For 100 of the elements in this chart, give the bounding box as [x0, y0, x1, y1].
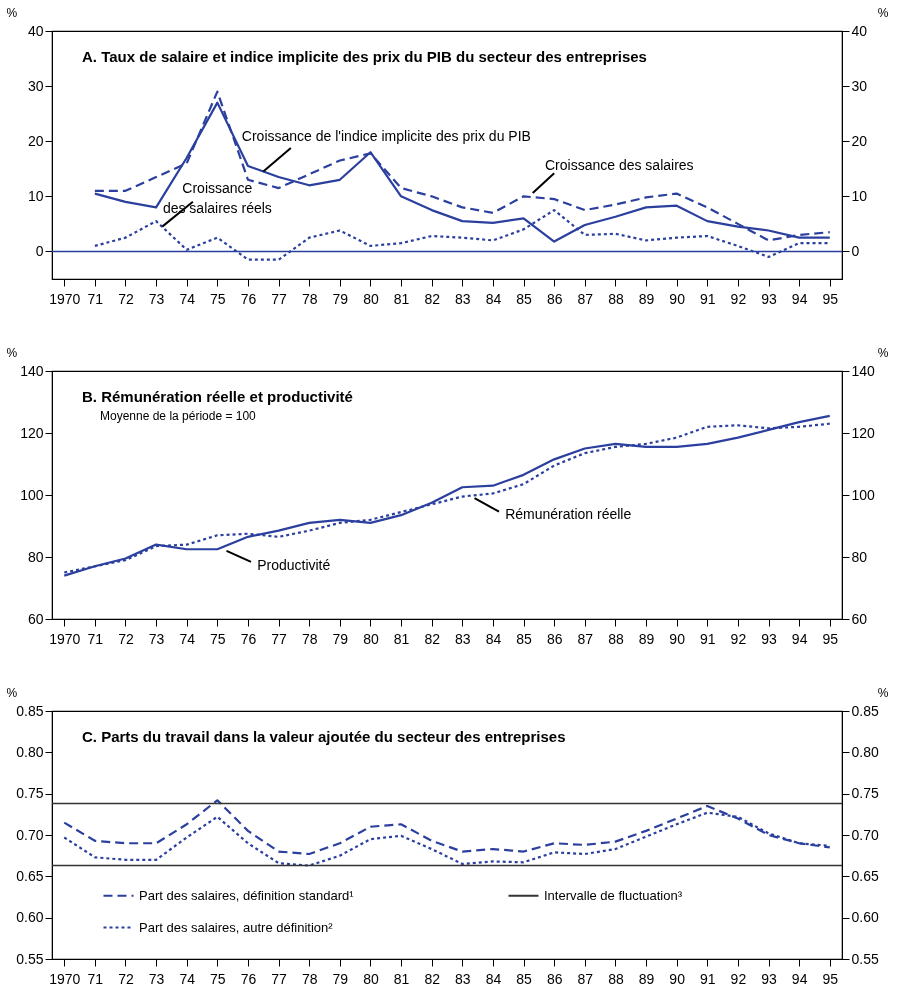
annotation: Croissance des salaires réels [162, 180, 272, 216]
x-tick-label: 94 [791, 290, 808, 307]
annotation: Croissance des salaires [544, 156, 694, 173]
y-tick-label: 20 [27, 132, 44, 149]
y2-tick-label: 140 [851, 362, 876, 379]
annotation: Croissance de l'indice implicite des prix du PIB [241, 127, 531, 144]
x-tick-label: 87 [577, 290, 594, 307]
x-tick-label: 74 [179, 630, 196, 647]
x-tick-label: 88 [608, 630, 624, 647]
y-tick-label: 10 [27, 187, 44, 204]
x-tick-label: 95 [822, 970, 839, 987]
x-tick-label: 93 [761, 970, 778, 987]
y2-tick-label: 0.80 [851, 743, 879, 760]
y2-tick-label: 0.70 [851, 826, 879, 843]
y-axis-title: % [6, 5, 18, 20]
x-tick-label: 83 [455, 630, 471, 647]
y-tick-label: 0.75 [16, 785, 44, 802]
x-tick-label: 77 [271, 290, 288, 307]
y-tick-label: 0.70 [16, 826, 44, 843]
text: C. Parts du travail dans la valeur ajoutée du secteur des entreprises [82, 728, 566, 745]
annotation: Productivité [257, 556, 331, 573]
y2-tick-label: 10 [851, 187, 868, 204]
y2-axis-title: % [877, 685, 889, 700]
y-tick-label: 100 [20, 486, 44, 503]
x-tick-label: 94 [791, 970, 808, 987]
x-tick-label: 85 [516, 290, 533, 307]
y-tick-label: 30 [27, 77, 44, 94]
x-tick-label: 92 [730, 970, 747, 987]
x-tick-label: 93 [761, 290, 778, 307]
x-tick-label: 82 [424, 290, 441, 307]
y2-tick-label: 40 [851, 22, 868, 39]
x-tick-label: 91 [699, 290, 716, 307]
x-tick-label: 79 [332, 970, 349, 987]
x-tick-label: 78 [301, 970, 318, 987]
y2-axis-title: % [877, 5, 889, 20]
x-tick-label: 82 [424, 630, 441, 647]
x-tick-label: 82 [424, 970, 441, 987]
x-tick-label: 1970 [49, 290, 81, 307]
x-tick-label: 83 [455, 970, 471, 987]
y-tick-label: 0.80 [16, 743, 44, 760]
y2-tick-label: 0.60 [851, 909, 879, 926]
x-tick-label: 87 [577, 970, 594, 987]
y2-tick-label: 80 [851, 548, 868, 565]
y-axis-title: % [6, 685, 18, 700]
y2-tick-label: 60 [851, 610, 868, 627]
x-tick-label: 77 [271, 970, 288, 987]
x-tick-label: 1970 [49, 630, 81, 647]
x-tick-label: 88 [608, 970, 624, 987]
x-tick-label: 92 [730, 290, 747, 307]
x-tick-label: 84 [485, 630, 502, 647]
x-tick-label: 75 [210, 970, 226, 987]
x-tick-label: 75 [210, 630, 226, 647]
x-tick-label: 90 [669, 970, 686, 987]
x-tick-label: 84 [485, 970, 502, 987]
x-tick-label: 80 [363, 630, 379, 647]
y-tick-label: 0.85 [16, 702, 44, 719]
x-tick-label: 73 [148, 630, 165, 647]
y2-tick-label: 0 [851, 242, 860, 259]
x-tick-label: 89 [638, 970, 655, 987]
y-tick-label: 0.60 [16, 909, 44, 926]
x-tick-label: 72 [118, 970, 134, 987]
text: Moyenne de la période = 100 [100, 409, 257, 423]
x-tick-label: 89 [638, 630, 655, 647]
x-tick-label: 78 [301, 290, 318, 307]
x-tick-label: 94 [791, 630, 808, 647]
x-tick-label: 86 [546, 970, 563, 987]
x-tick-label: 74 [179, 970, 196, 987]
x-tick-label: 74 [179, 290, 196, 307]
x-tick-label: 83 [455, 290, 471, 307]
x-tick-label: 93 [761, 630, 778, 647]
x-tick-label: 75 [210, 290, 226, 307]
y-axis-title: % [6, 345, 18, 360]
x-tick-label: 90 [669, 630, 686, 647]
text: B. Rémunération réelle et productivité [82, 388, 353, 405]
y-tick-label: 0 [35, 242, 44, 259]
x-tick-label: 72 [118, 290, 134, 307]
x-tick-label: 86 [546, 290, 563, 307]
x-tick-label: 91 [699, 630, 716, 647]
x-tick-label: 85 [516, 630, 533, 647]
legend-label: Part des salaires, définition standard¹ [139, 887, 355, 903]
y-tick-label: 60 [27, 610, 44, 627]
x-tick-label: 73 [148, 290, 165, 307]
x-tick-label: 92 [730, 630, 747, 647]
legend-label: Part des salaires, autre définition² [139, 919, 334, 935]
y-tick-label: 140 [20, 362, 44, 379]
x-tick-label: 86 [546, 630, 563, 647]
x-tick-label: 71 [87, 290, 104, 307]
y2-tick-label: 30 [851, 77, 868, 94]
y2-tick-label: 20 [851, 132, 868, 149]
x-tick-label: 85 [516, 970, 533, 987]
x-tick-label: 95 [822, 290, 839, 307]
y-tick-label: 80 [27, 548, 44, 565]
x-tick-label: 1970 [49, 970, 81, 987]
y-tick-label: 40 [27, 22, 44, 39]
x-tick-label: 89 [638, 290, 655, 307]
x-tick-label: 71 [87, 970, 104, 987]
x-tick-label: 81 [393, 970, 410, 987]
x-tick-label: 72 [118, 630, 134, 647]
y2-tick-label: 0.55 [851, 950, 879, 967]
annotation: Rémunération réelle [505, 506, 632, 523]
